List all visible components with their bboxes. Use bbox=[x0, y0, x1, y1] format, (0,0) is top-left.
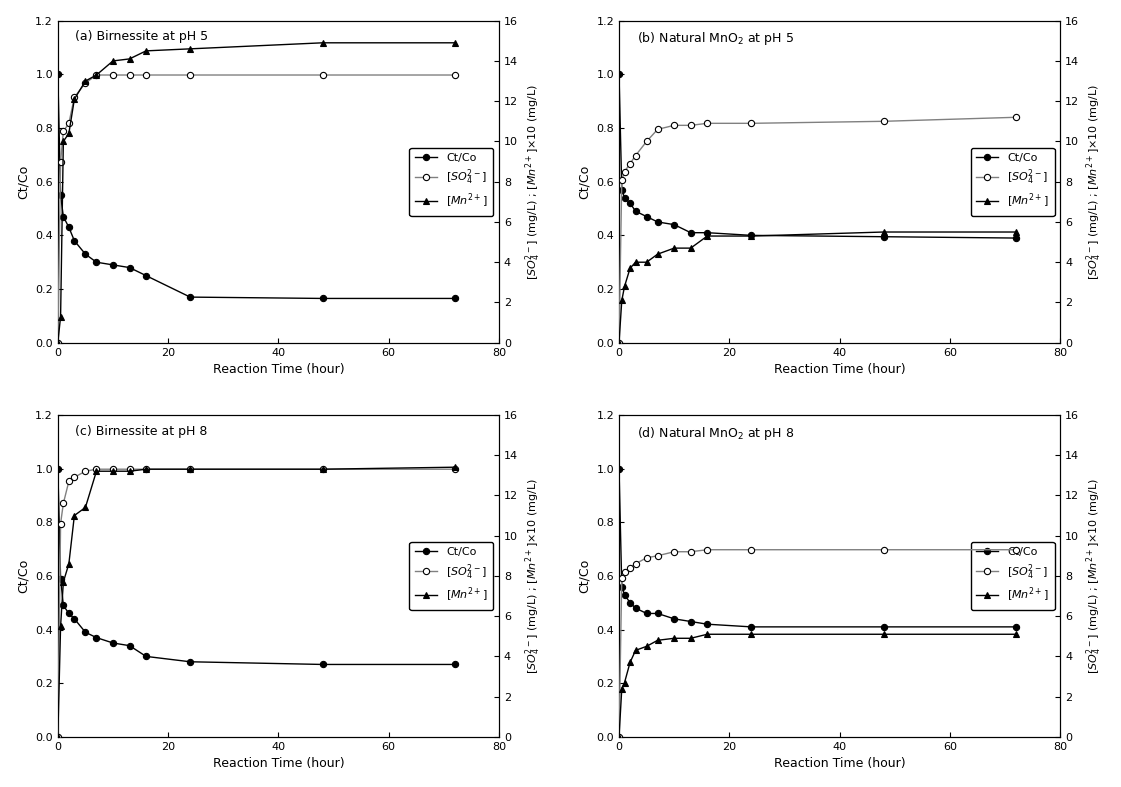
Y-axis label: $[SO_4^{2-}]$ (mg/L) ; $[Mn^{2+}]$$\times$10 (mg/L): $[SO_4^{2-}]$ (mg/L) ; $[Mn^{2+}]$$\time… bbox=[524, 83, 544, 280]
Legend: Ct/Co, $[SO_4^{2-}]$, $[Mn^{2+}]$: Ct/Co, $[SO_4^{2-}]$, $[Mn^{2+}]$ bbox=[971, 541, 1055, 610]
X-axis label: Reaction Time (hour): Reaction Time (hour) bbox=[773, 757, 906, 770]
Text: (b) Natural MnO$_2$ at pH 5: (b) Natural MnO$_2$ at pH 5 bbox=[637, 31, 794, 47]
Y-axis label: Ct/Co: Ct/Co bbox=[577, 559, 591, 593]
Y-axis label: $[SO_4^{2-}]$ (mg/L) ; $[Mn^{2+}]$$\times$10 (mg/L): $[SO_4^{2-}]$ (mg/L) ; $[Mn^{2+}]$$\time… bbox=[1085, 83, 1104, 280]
Legend: Ct/Co, $[SO_4^{2-}]$, $[Mn^{2+}]$: Ct/Co, $[SO_4^{2-}]$, $[Mn^{2+}]$ bbox=[971, 148, 1055, 216]
Text: (a) Birnessite at pH 5: (a) Birnessite at pH 5 bbox=[75, 31, 209, 43]
Text: (c) Birnessite at pH 8: (c) Birnessite at pH 8 bbox=[75, 424, 207, 438]
Legend: Ct/Co, $[SO_4^{2-}]$, $[Mn^{2+}]$: Ct/Co, $[SO_4^{2-}]$, $[Mn^{2+}]$ bbox=[409, 541, 493, 610]
X-axis label: Reaction Time (hour): Reaction Time (hour) bbox=[213, 757, 344, 770]
X-axis label: Reaction Time (hour): Reaction Time (hour) bbox=[773, 363, 906, 376]
Y-axis label: $[SO_4^{2-}]$ (mg/L) ; $[Mn^{2+}]$$\times$10 (mg/L): $[SO_4^{2-}]$ (mg/L) ; $[Mn^{2+}]$$\time… bbox=[524, 478, 544, 674]
Y-axis label: Ct/Co: Ct/Co bbox=[577, 164, 591, 199]
Y-axis label: Ct/Co: Ct/Co bbox=[17, 164, 29, 199]
Text: (d) Natural MnO$_2$ at pH 8: (d) Natural MnO$_2$ at pH 8 bbox=[637, 424, 794, 442]
X-axis label: Reaction Time (hour): Reaction Time (hour) bbox=[213, 363, 344, 376]
Legend: Ct/Co, $[SO_4^{2-}]$, $[Mn^{2+}]$: Ct/Co, $[SO_4^{2-}]$, $[Mn^{2+}]$ bbox=[409, 148, 493, 216]
Y-axis label: $[SO_4^{2-}]$ (mg/L) ; $[Mn^{2+}]$$\times$10 (mg/L): $[SO_4^{2-}]$ (mg/L) ; $[Mn^{2+}]$$\time… bbox=[1085, 478, 1104, 674]
Y-axis label: Ct/Co: Ct/Co bbox=[17, 559, 29, 593]
